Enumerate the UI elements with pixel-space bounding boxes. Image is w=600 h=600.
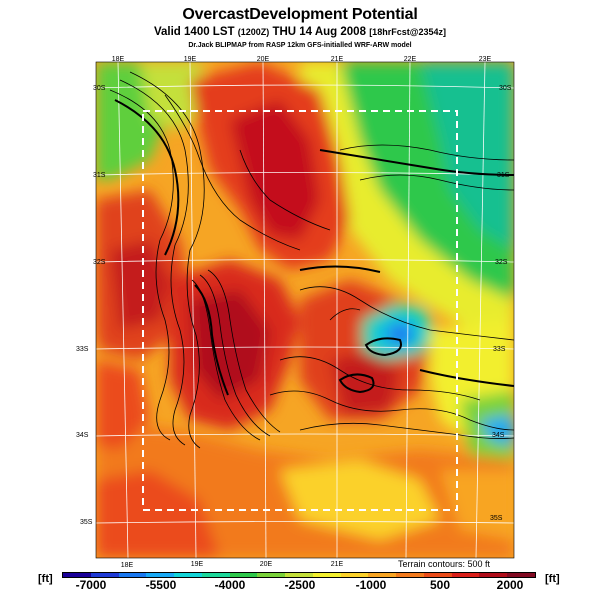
colorbar-tick-label: 2000 bbox=[496, 578, 524, 592]
valid-date: THU 14 Aug 2008 bbox=[272, 26, 366, 38]
colorbar-segment bbox=[423, 573, 452, 577]
terrain-contour-note: Terrain contours: 500 ft bbox=[398, 559, 491, 569]
top-lon-label: 20E bbox=[257, 56, 270, 63]
top-lon-label: 21E bbox=[331, 56, 344, 63]
inner-domain-boundary bbox=[142, 110, 458, 511]
bottom-lon-label: 21E bbox=[331, 561, 344, 568]
left-lat-label: 32S bbox=[93, 259, 106, 266]
colorbar-tick-label: -2500 bbox=[284, 578, 316, 592]
colorbar-tick-label: -4000 bbox=[214, 578, 246, 592]
colorbar-tick-label: -5500 bbox=[145, 578, 177, 592]
bottom-lon-label: 19E bbox=[191, 561, 204, 568]
colorbar-segment bbox=[479, 573, 508, 577]
colorbar-segment bbox=[285, 573, 313, 577]
colorbar-segment bbox=[146, 573, 175, 577]
colorbar-tick-label: -1000 bbox=[355, 578, 387, 592]
right-lat-label: 35S bbox=[490, 515, 503, 522]
top-longitude-labels: 18E 19E 20E 21E 22E 23E bbox=[112, 56, 492, 63]
overcast-field bbox=[96, 62, 514, 558]
left-lat-label: 34S bbox=[76, 432, 89, 439]
colorbar-segment bbox=[63, 573, 91, 577]
colorbar-segment bbox=[201, 573, 230, 577]
bottom-lon-label: 18E bbox=[121, 562, 134, 569]
left-lat-label: 30S bbox=[93, 85, 106, 92]
colorbar-segment bbox=[229, 573, 258, 577]
model-credit: Dr.Jack BLIPMAP from RASP 12km GFS-initi… bbox=[188, 42, 412, 49]
colorbar-segment bbox=[312, 573, 341, 577]
terrain-contours-bold bbox=[114, 99, 514, 396]
colorbar-unit-left: [ft] bbox=[38, 573, 53, 585]
left-lat-label: 33S bbox=[76, 346, 89, 353]
left-lat-label: 31S bbox=[93, 172, 106, 179]
colorbar-tick-label: -7000 bbox=[75, 578, 107, 592]
bottom-lon-label: 20E bbox=[260, 561, 273, 568]
right-lat-label: 31S bbox=[497, 172, 510, 179]
colorbar bbox=[62, 572, 536, 578]
left-latitude-labels: 30S 31S 32S 33S 34S 35S bbox=[76, 85, 106, 526]
top-lon-label: 19E bbox=[184, 56, 197, 63]
colorbar-segment bbox=[340, 573, 369, 577]
colorbar-segment bbox=[118, 573, 147, 577]
forecast-info: [18hrFcst@2354z] bbox=[369, 27, 446, 37]
colorbar-segment bbox=[368, 573, 397, 577]
right-lat-label: 32S bbox=[495, 259, 508, 266]
map-title: OvercastDevelopment Potential bbox=[182, 6, 418, 23]
right-latitude-labels: 30S 31S 32S 33S 34S 35S bbox=[490, 85, 512, 522]
left-lat-label: 35S bbox=[80, 519, 93, 526]
colorbar-segment bbox=[257, 573, 286, 577]
right-lat-label: 33S bbox=[493, 346, 506, 353]
top-lon-label: 22E bbox=[404, 56, 417, 63]
terrain-contours bbox=[109, 71, 514, 449]
right-lat-label: 30S bbox=[499, 85, 512, 92]
bottom-longitude-labels: 18E 19E 20E 21E bbox=[121, 561, 344, 569]
map-frame bbox=[95, 61, 515, 559]
utc-time: (1200Z) bbox=[237, 27, 270, 37]
colorbar-segment bbox=[507, 573, 536, 577]
colorbar-segment bbox=[90, 573, 119, 577]
colorbar-segment bbox=[396, 573, 424, 577]
valid-time: Valid 1400 LST bbox=[153, 26, 235, 38]
top-lon-label: 18E bbox=[112, 56, 125, 63]
colorbar-segment bbox=[451, 573, 480, 577]
colorbar-tick-label: 500 bbox=[429, 578, 451, 592]
right-lat-label: 34S bbox=[492, 432, 505, 439]
colorbar-segment bbox=[174, 573, 202, 577]
top-lon-label: 23E bbox=[479, 56, 492, 63]
map-subtitle: Valid 1400 LST (1200Z) THU 14 Aug 2008 [… bbox=[0, 26, 600, 38]
colorbar-unit-right: [ft] bbox=[545, 573, 560, 585]
